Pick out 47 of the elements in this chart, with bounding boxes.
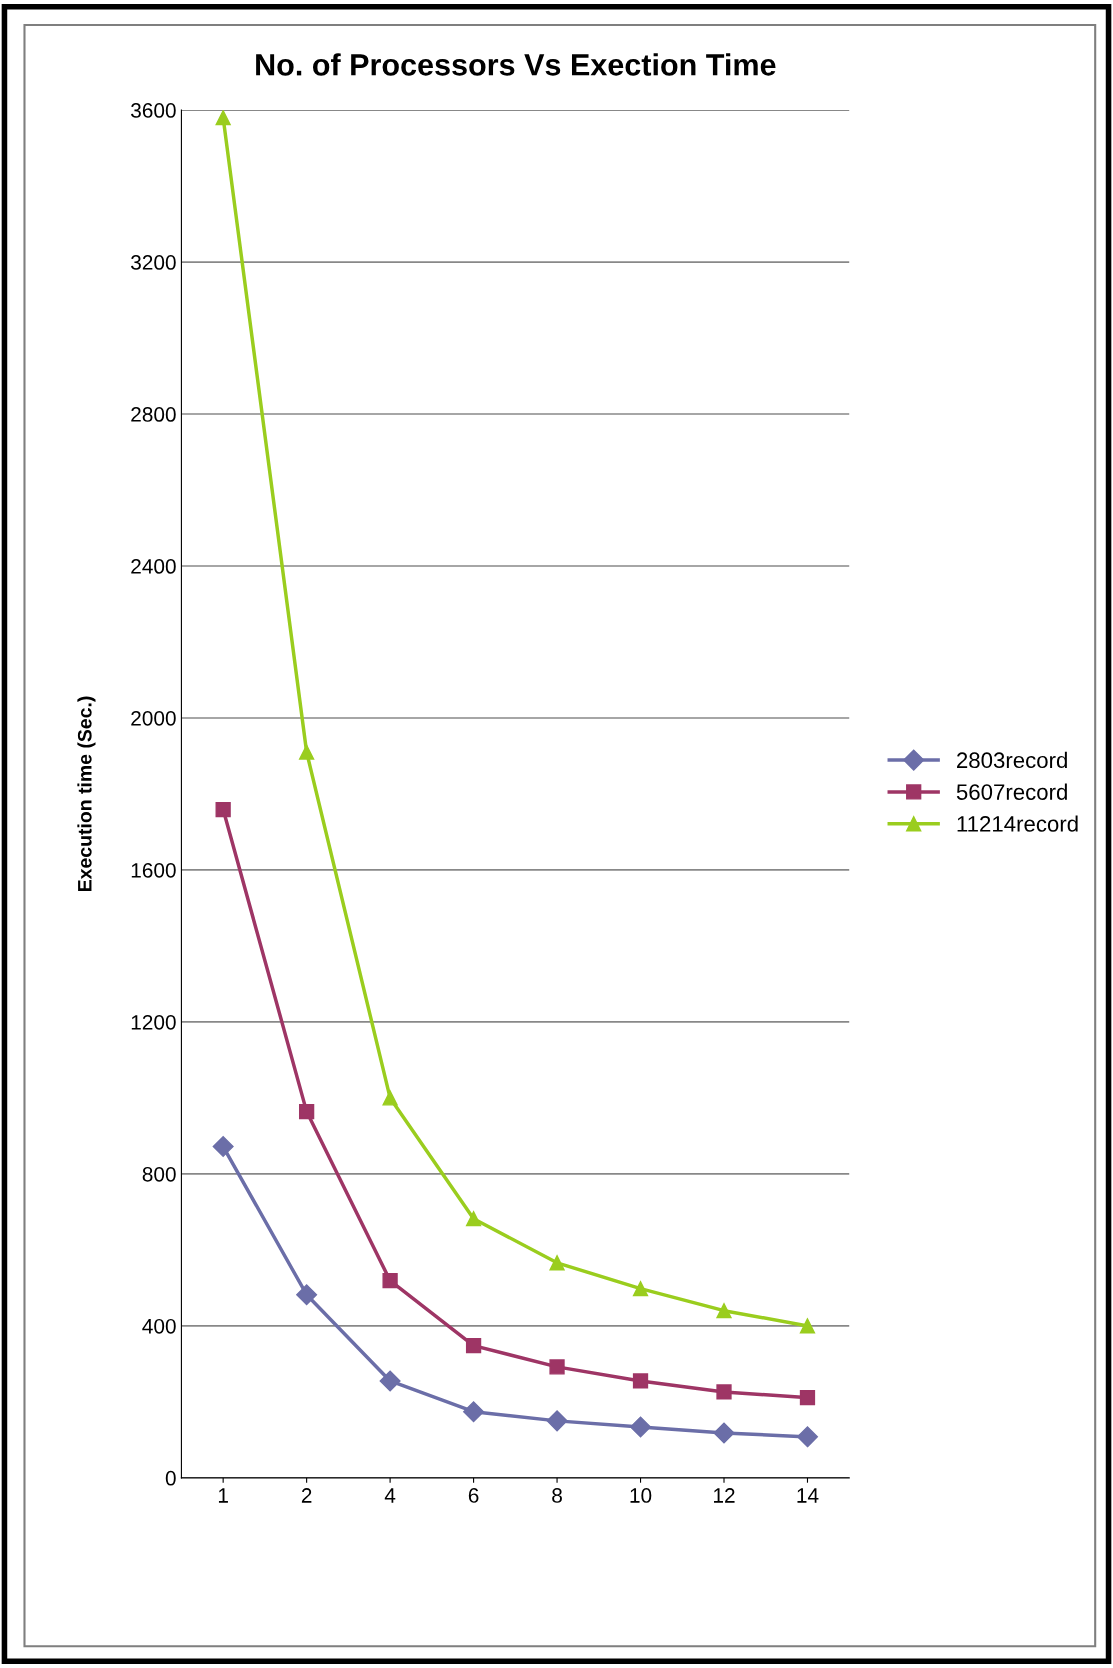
point [382,1090,398,1106]
point [630,1416,652,1438]
x-tick-label: 2 [301,1488,312,1503]
point [298,1103,315,1120]
point [296,1284,318,1306]
point [215,110,231,126]
point [549,1359,565,1375]
point [382,1273,398,1289]
point [716,1384,732,1400]
point [215,801,231,818]
y-tick-label: 400 [142,1318,176,1334]
y-tick-label: 3600 [131,103,176,118]
y-tick-label: 1200 [131,1014,176,1030]
y-tick-label: 2400 [131,559,176,574]
legend-label: 11214record [957,815,1078,832]
x-tick-label: 6 [468,1488,479,1503]
legend-label: 5607record [956,783,1067,800]
y-tick-label: 0 [165,1470,176,1486]
y-tick-label: 3200 [131,255,176,270]
x-tick-label: 1 [218,1488,228,1503]
y-tick-label: 2000 [131,710,176,726]
chart-title: No. of Processors Vs Exection Time [256,53,776,76]
point [716,1303,732,1319]
point [212,1136,234,1158]
point [799,1390,816,1406]
y-tick-label: 1600 [131,862,176,878]
point [713,1422,735,1444]
x-tick-label: 4 [384,1488,396,1503]
point [379,1370,401,1392]
y-tick-label: 2800 [131,407,176,422]
point [463,1401,485,1423]
y-tick-label: 800 [142,1166,176,1182]
point [549,1255,565,1271]
point [799,1318,816,1334]
point [796,1426,818,1448]
y-axis-title: Execution time (Sec.) [77,696,96,891]
point [298,744,315,760]
point [632,1281,649,1297]
point [546,1410,568,1432]
x-tick-label: 14 [797,1488,819,1503]
legend-label: 2803record [957,751,1067,769]
point [632,1373,649,1389]
x-tick-label: 12 [714,1488,735,1503]
x-tick-label: 10 [630,1488,652,1503]
x-tick-label: 8 [552,1488,562,1503]
point [465,1211,482,1227]
point [465,1337,482,1354]
